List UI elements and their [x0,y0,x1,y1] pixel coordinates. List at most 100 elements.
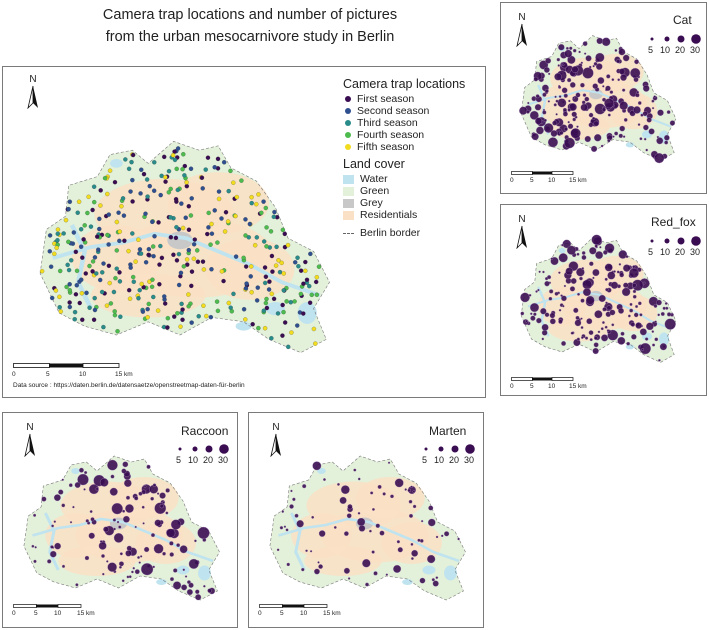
camera-trap-point [55,238,60,243]
picture-count-bubble [562,63,565,67]
picture-count-bubble [563,127,568,132]
camera-trap-point [212,208,217,213]
picture-count-bubble [397,547,403,553]
lake [198,565,211,581]
marten-map-panel: N Marten 5 10 20 30 0 5 10 15 km [248,412,484,628]
camera-trap-point [168,186,173,192]
picture-count-bubble [153,543,164,554]
camera-trap-point [94,271,99,276]
picture-count-bubble [179,545,188,554]
picture-count-bubble [664,140,669,145]
picture-count-bubble [590,145,598,153]
size-label: 30 [690,45,701,55]
picture-count-bubble [582,41,588,47]
camera-trap-point [117,229,122,234]
camera-trap-point [264,244,269,249]
picture-count-bubble [165,511,169,515]
picture-count-bubble [572,96,575,100]
picture-count-bubble [562,239,572,249]
size-legend: 5 10 20 30 [421,443,477,465]
legend-label: Third season [357,117,418,129]
camera-trap-point [179,301,184,307]
raccoon-map-panel: N Raccoon 5 10 20 30 0 5 10 15 km [2,412,238,628]
camera-trap-point [67,300,72,305]
picture-count-bubble [593,342,599,348]
picture-count-bubble [643,124,649,131]
lake [444,565,457,581]
picture-count-bubble [187,580,191,584]
camera-trap-point [313,279,319,285]
picture-count-bubble [664,318,676,330]
camera-trap-point [99,289,105,295]
scale-tick: 5 [530,177,534,184]
picture-count-bubble [648,128,655,135]
size-legend-circles [424,444,475,454]
size-label: 30 [464,455,475,465]
camera-trap-point [268,229,274,234]
legend-title: Camera trap locations [343,77,466,91]
picture-count-bubble [125,550,132,557]
camera-trap-point [308,251,313,257]
picture-count-bubble [536,317,542,324]
picture-count-bubble [593,120,600,127]
picture-count-bubble [558,84,561,88]
legend-border: Berlin border [343,227,465,239]
picture-count-bubble [643,137,647,141]
camera-trap-point [150,244,156,249]
camera-trap-point [114,266,119,271]
camera-trap-point [225,219,231,224]
picture-count-bubble [616,270,620,274]
camera-trap-point [280,333,285,338]
picture-count-bubble [537,288,540,292]
picture-count-bubble [639,328,647,336]
picture-count-bubble [611,78,615,82]
camera-trap-point [221,160,227,165]
picture-count-bubble [159,492,166,499]
camera-trap-point [209,231,215,236]
picture-count-bubble [584,52,587,55]
camera-trap-point [262,326,268,331]
camera-trap-point [205,231,210,237]
camera-trap-point [155,308,161,313]
camera-trap-point [178,324,183,329]
camera-trap-point [262,239,267,244]
picture-count-bubble [318,564,323,569]
picture-count-bubble [435,576,439,580]
camera-trap-point [57,268,63,274]
north-arrow-icon [516,225,527,249]
north-arrow: N [269,423,283,457]
picture-count-bubble [653,95,656,98]
camera-trap-point [231,180,236,185]
camera-trap-point [174,166,179,172]
camera-trap-point [82,223,87,228]
camera-trap-point [66,267,72,273]
camera-trap-point [91,184,97,189]
legend-label: Fifth season [357,141,415,153]
legend-season-third: Third season [343,117,465,129]
camera-trap-point [285,242,291,248]
picture-count-bubble [656,299,662,306]
picture-count-bubble [369,529,372,533]
camera-trap-point [81,237,86,242]
camera-trap-point [77,300,82,306]
camera-trap-point [145,306,150,312]
picture-count-bubble [584,135,591,143]
picture-count-bubble [565,46,569,50]
picture-count-bubble [107,562,117,572]
camera-trap-point [106,242,111,247]
picture-count-bubble [53,520,57,523]
picture-count-bubble [561,295,567,302]
picture-count-bubble [613,270,616,273]
picture-count-bubble [553,103,557,107]
picture-count-bubble [669,120,676,126]
picture-count-bubble [202,537,207,542]
picture-count-bubble [547,72,551,76]
picture-count-bubble [146,464,151,469]
camera-trap-point [102,175,108,181]
picture-count-bubble [561,243,564,247]
picture-count-bubble [54,542,62,550]
picture-count-bubble [664,302,668,305]
camera-trap-point [186,292,191,297]
picture-count-bubble [573,307,579,313]
camera-trap-point [49,295,55,301]
